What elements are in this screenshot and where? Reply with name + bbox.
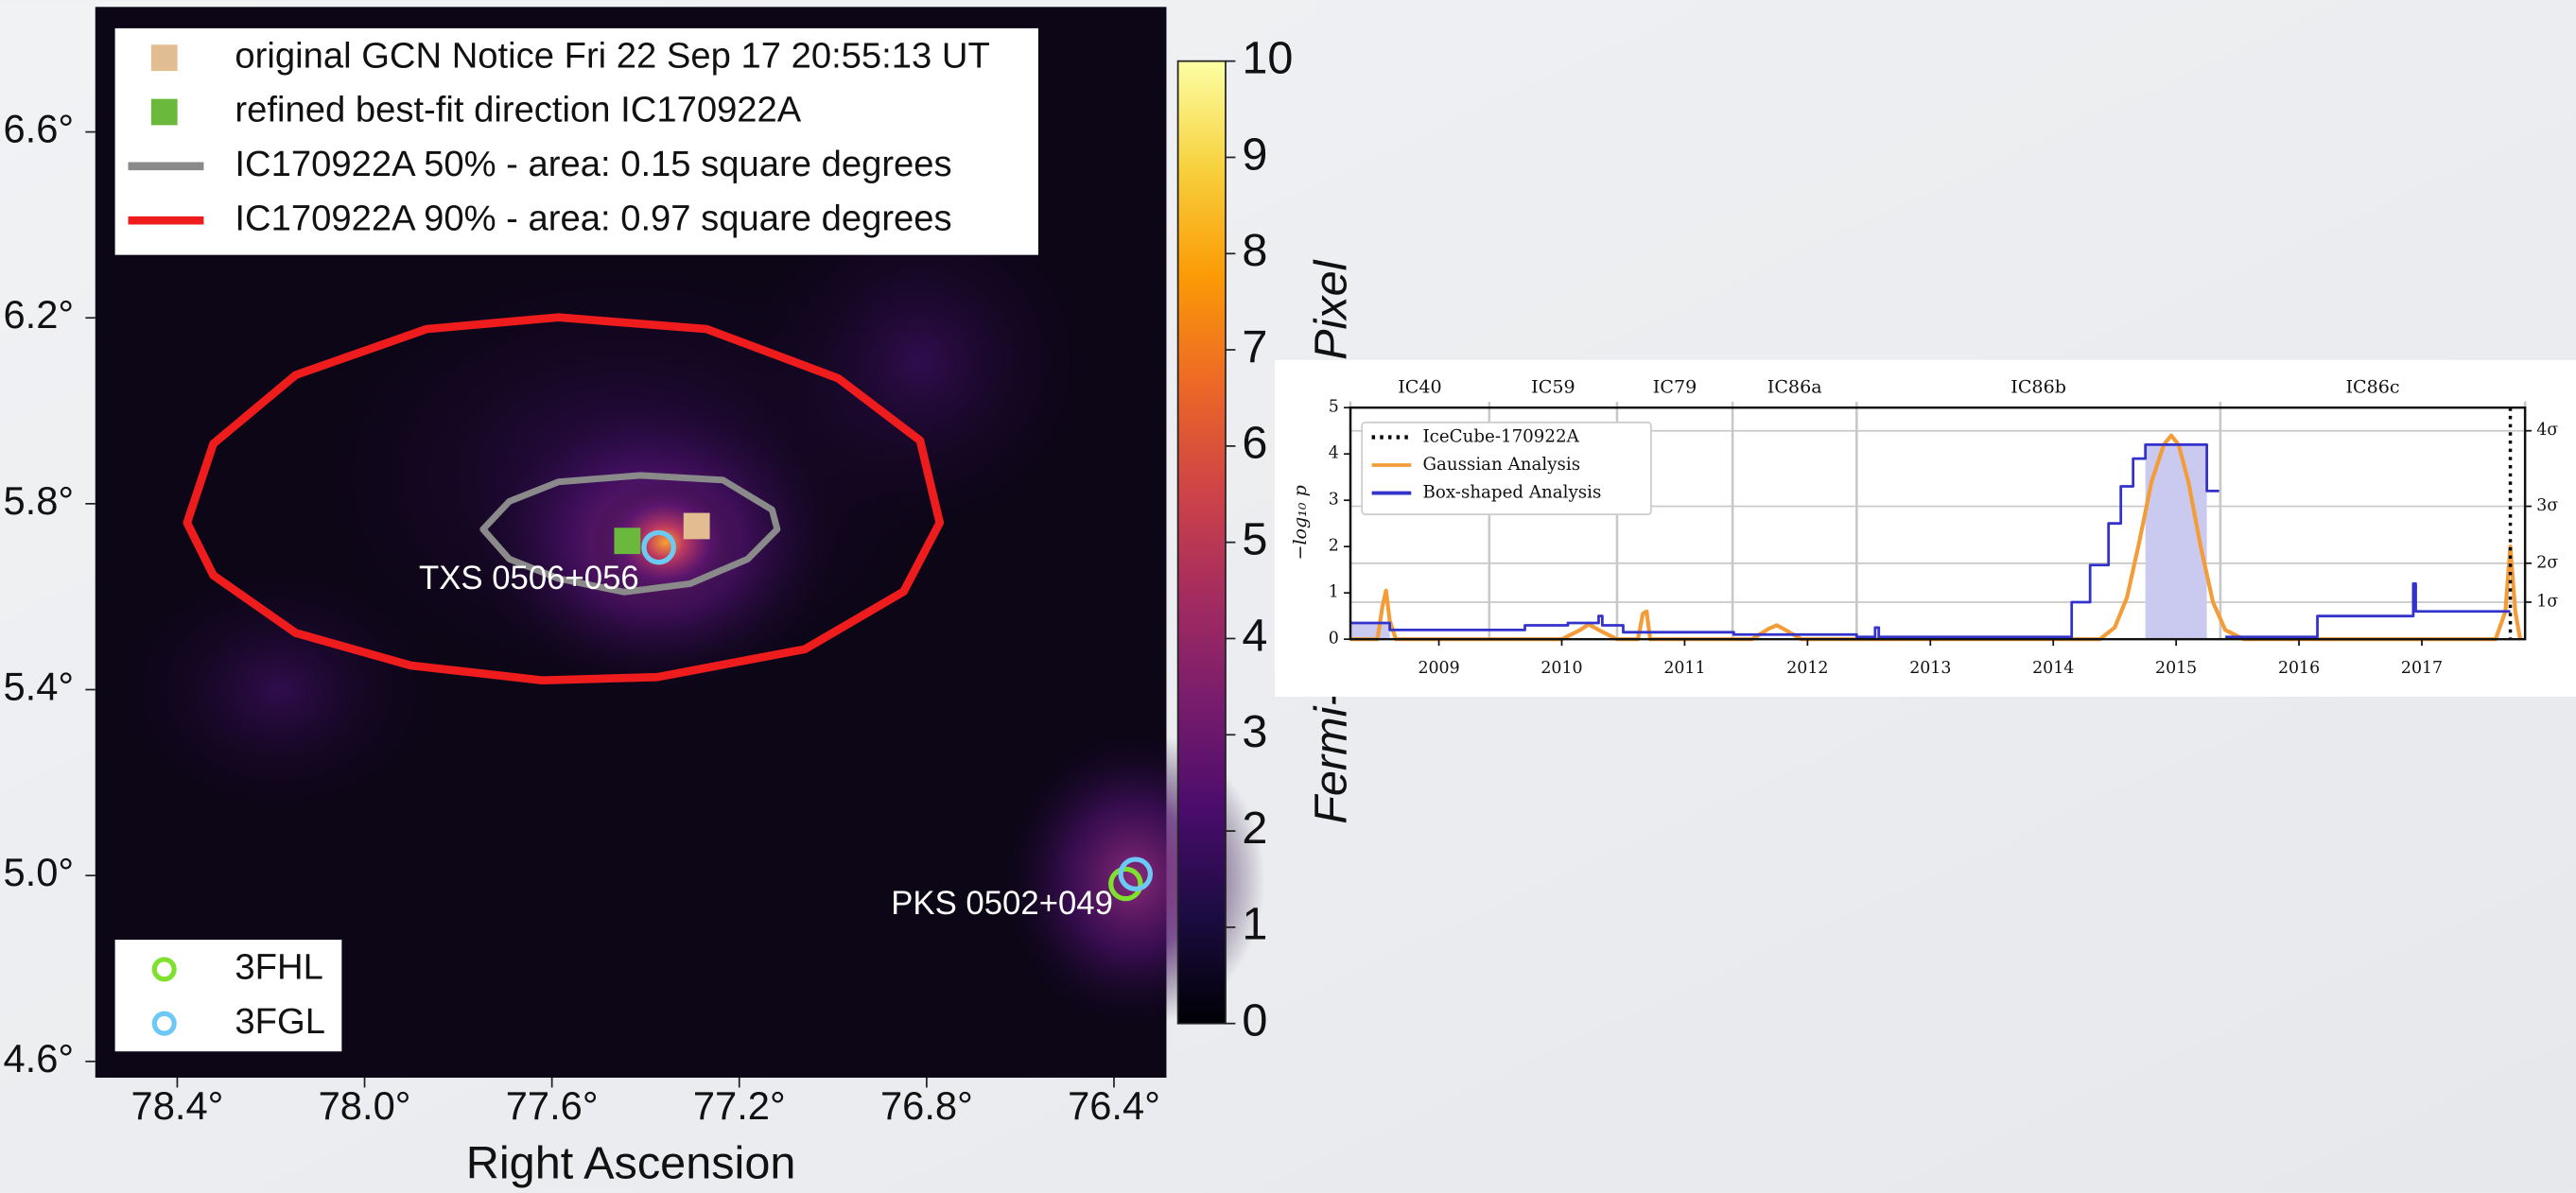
season-label: IC59: [1531, 375, 1575, 397]
legend-swatch: [151, 44, 178, 71]
y-tick-label: 1: [1329, 583, 1339, 602]
y2-tick-label: 3σ: [2536, 496, 2558, 515]
legend-label: refined best-fit direction IC170922A: [235, 90, 801, 130]
legend-label: original GCN Notice Fri 22 Sep 17 20:55:…: [235, 35, 989, 76]
season-label: IC86c: [2345, 375, 2399, 397]
legend-label: Box-shaped Analysis: [1422, 483, 1601, 503]
colorbar: [1178, 61, 1226, 1024]
y-axis-title: −log₁₀ p: [1289, 485, 1311, 560]
season-label: IC86b: [2010, 375, 2066, 397]
colorbar-tick-label: 9: [1242, 129, 1267, 180]
y-tick-label: 4.6°: [3, 1036, 74, 1081]
x-tick-label: 2014: [2032, 659, 2074, 678]
season-label: IC86a: [1767, 375, 1822, 397]
x-tick-label: 2017: [2401, 659, 2443, 678]
legend-label: IC170922A 90% - area: 0.97 square degree…: [235, 198, 951, 238]
colorbar-tick-label: 4: [1242, 610, 1267, 661]
inset-chart: −log₁₀ p IC40 IC59 IC79 IC86a IC86b IC86c 1σ 2σ…: [1275, 360, 2576, 697]
y-tick-label: 5: [1329, 398, 1339, 417]
x-axis-title: Right Ascension: [466, 1138, 796, 1189]
colorbar-tick-label: 6: [1242, 418, 1267, 469]
y-tick-label: 3: [1329, 491, 1339, 510]
y-tick-label: 4: [1329, 444, 1339, 463]
y2-tick-label: 4σ: [2536, 421, 2558, 440]
colorbar-tick-label: 7: [1242, 321, 1267, 372]
y-tick-label: 5.8°: [3, 478, 74, 523]
y-tick-label: 5.4°: [3, 665, 74, 709]
marker: [614, 527, 640, 554]
sky-map: TXS 0506+056 PKS 0502+049 original GCN Not…: [96, 7, 1265, 1078]
x-tick-label: 78.4°: [131, 1083, 224, 1128]
legend-label: IceCube-170922A: [1422, 426, 1579, 446]
y-tick-label: 6.6°: [3, 107, 74, 151]
x-tick-label: 2010: [1540, 659, 1582, 678]
legend-label: Gaussian Analysis: [1422, 455, 1580, 475]
colorbar-tick-label: 3: [1242, 706, 1267, 757]
heatmap-glow: [115, 559, 444, 821]
x-tick-label: 2009: [1418, 659, 1459, 678]
x-tick-label: 76.8°: [880, 1083, 973, 1128]
shaded-box: [1350, 623, 1390, 639]
x-tick-label: 2012: [1786, 659, 1828, 678]
legend-swatch: [151, 99, 178, 126]
x-tick-label: 2011: [1663, 659, 1705, 678]
marker: [684, 513, 710, 540]
page: TXS 0506+056 PKS 0502+049 original GCN Not…: [0, 0, 2576, 1193]
legend-label: 3FHL: [235, 946, 322, 987]
annotation: TXS 0506+056: [419, 561, 639, 596]
colorbar-tick-label: 0: [1242, 995, 1267, 1046]
x-tick-label: 2013: [1909, 659, 1951, 678]
y2-tick-label: 2σ: [2536, 553, 2558, 572]
annotation: PKS 0502+049: [891, 886, 1113, 922]
x-tick-label: 76.4°: [1068, 1083, 1160, 1128]
slide: TXS 0506+056 PKS 0502+049 original GCN Not…: [0, 0, 2576, 1193]
y-tick-label: 6.2°: [3, 292, 74, 337]
x-tick-label: 2015: [2155, 659, 2197, 678]
x-tick-label: 77.6°: [506, 1083, 599, 1128]
y-tick-label: 5.0°: [3, 850, 74, 894]
colorbar-tick-label: 8: [1242, 225, 1267, 276]
x-tick-label: 78.0°: [319, 1083, 411, 1128]
colorbar-tick-label: 2: [1242, 803, 1267, 854]
inset-background: [1275, 360, 2576, 697]
season-label: IC40: [1398, 375, 1441, 397]
legend-label: 3FGL: [235, 1001, 325, 1042]
legend-label: IC170922A 50% - area: 0.15 square degree…: [235, 144, 951, 184]
colorbar-tick-label: 5: [1242, 514, 1267, 565]
y-tick-label: 2: [1329, 537, 1339, 556]
colorbar-tick-label: 1: [1242, 899, 1267, 950]
y2-tick-label: 1σ: [2536, 592, 2558, 611]
colorbar-tick-label: 10: [1242, 33, 1293, 84]
y-tick-label: 0: [1329, 630, 1339, 648]
x-tick-label: 2016: [2278, 659, 2320, 678]
x-tick-label: 77.2°: [693, 1083, 786, 1128]
season-label: IC79: [1653, 375, 1697, 397]
